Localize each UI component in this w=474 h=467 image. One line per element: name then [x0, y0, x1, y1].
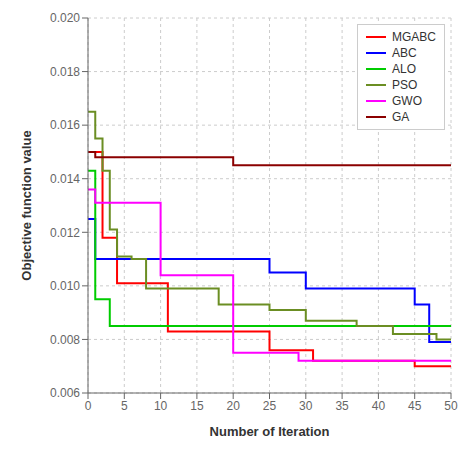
- svg-text:40: 40: [372, 399, 386, 413]
- svg-text:0.006: 0.006: [50, 386, 80, 400]
- svg-text:15: 15: [190, 399, 204, 413]
- html-text:GWO: GWO: [392, 94, 422, 108]
- svg-text:5: 5: [121, 399, 128, 413]
- svg-text:25: 25: [263, 399, 277, 413]
- html-text:ALO: ALO: [392, 62, 416, 76]
- svg-text:0.012: 0.012: [50, 226, 80, 240]
- svg-text:Objective function value: Objective function value: [19, 130, 34, 280]
- html-text:GA: GA: [392, 110, 410, 124]
- svg-text:0.014: 0.014: [50, 172, 80, 186]
- svg-text:45: 45: [408, 399, 422, 413]
- html-text:ABC: ABC: [392, 46, 417, 60]
- svg-text:10: 10: [154, 399, 168, 413]
- svg-text:50: 50: [444, 399, 458, 413]
- html-text:PSO: PSO: [392, 78, 418, 92]
- svg-text:0.020: 0.020: [50, 11, 80, 25]
- svg-text:Number of Iteration: Number of Iteration: [210, 424, 330, 439]
- html-text:MGABC: MGABC: [392, 30, 436, 44]
- svg-text:30: 30: [299, 399, 313, 413]
- svg-text:0.016: 0.016: [50, 118, 80, 132]
- svg-text:0.018: 0.018: [50, 65, 80, 79]
- svg-text:20: 20: [227, 399, 241, 413]
- svg-text:0: 0: [85, 399, 92, 413]
- svg-text:0.008: 0.008: [50, 333, 80, 347]
- svg-text:0.010: 0.010: [50, 279, 80, 293]
- svg-text:35: 35: [335, 399, 349, 413]
